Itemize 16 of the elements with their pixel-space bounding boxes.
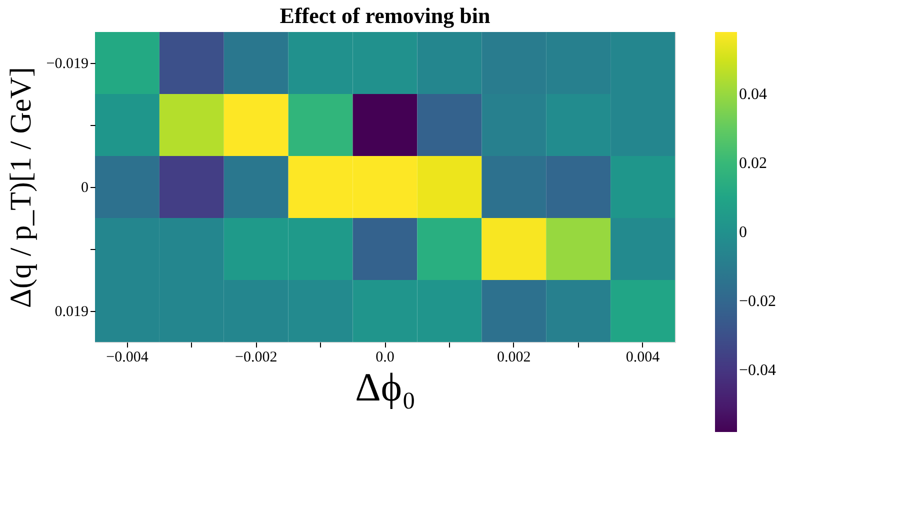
x-tick-label: −0.002 [235,350,278,366]
x-tick-label: −0.004 [106,350,149,366]
color-bar-label: 0.04 [739,86,767,104]
y-tick-label: −0.019 [46,56,88,72]
x-tick-label: 0.0 [376,350,394,366]
x-axis-title: Δϕ₀ [355,364,416,410]
color-bar-label: 0 [739,224,747,241]
y-tick-label: 0.019 [54,304,88,320]
color-bar-label: 0.02 [739,155,767,172]
y-tick-label: 0 [81,180,88,196]
x-tick-label: 0.002 [497,350,531,366]
color-bar-label: −0.04 [739,362,776,379]
y-axis-title: Δ(q / p_T)[1 / GeV] [4,67,38,308]
chart-title: Effect of removing bin [280,3,490,28]
color-bar-label: −0.02 [739,292,776,310]
x-tick-label: 0.004 [626,350,660,366]
